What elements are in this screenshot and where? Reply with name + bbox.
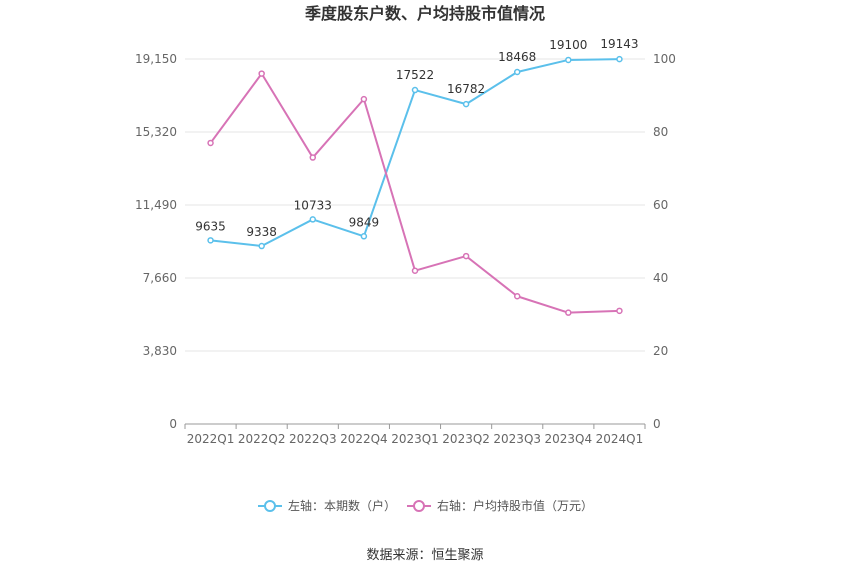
x-axis-tick-label: 2023Q2 bbox=[442, 432, 490, 446]
data-label: 19143 bbox=[600, 37, 638, 51]
data-label: 9849 bbox=[349, 215, 380, 229]
data-point bbox=[565, 309, 572, 316]
data-point bbox=[411, 267, 419, 274]
data-label: 9338 bbox=[246, 225, 277, 239]
left-axis-tick-label: 0 bbox=[169, 417, 177, 431]
data-label: 18468 bbox=[498, 50, 536, 64]
data-label: 16782 bbox=[447, 82, 485, 96]
data-point bbox=[207, 237, 214, 244]
legend-label: 右轴：户均持股市值（万元） bbox=[437, 498, 593, 513]
x-axis-tick-label: 2022Q2 bbox=[238, 432, 286, 446]
right-axis-tick-label: 0 bbox=[653, 417, 661, 431]
grid-lines bbox=[185, 58, 645, 352]
data-point bbox=[462, 252, 470, 260]
legend-marker bbox=[264, 500, 276, 512]
x-axis-tick-label: 2022Q1 bbox=[187, 432, 235, 446]
data-point bbox=[462, 100, 470, 108]
x-axis-tick-label: 2023Q3 bbox=[493, 432, 541, 446]
right-axis-tick-label: 20 bbox=[653, 344, 668, 358]
x-axis-tick-label: 2023Q1 bbox=[391, 432, 439, 446]
left-axis-tick-label: 11,490 bbox=[135, 198, 177, 212]
right-axis-tick-label: 80 bbox=[653, 125, 668, 139]
series-line-avg-value bbox=[209, 72, 620, 314]
data-point bbox=[258, 242, 265, 250]
data-point bbox=[309, 216, 317, 223]
right-axis-tick-label: 60 bbox=[653, 198, 668, 212]
right-axis-tick-label: 40 bbox=[653, 271, 668, 285]
chart-title: 季度股东户数、户均持股市值情况 bbox=[304, 4, 545, 23]
x-axis-tick-label: 2023Q4 bbox=[545, 432, 593, 446]
left-axis-tick-label: 3,830 bbox=[143, 344, 177, 358]
data-label: 10733 bbox=[294, 198, 332, 212]
data-point bbox=[309, 154, 317, 161]
right-axis-tick-label: 100 bbox=[653, 52, 676, 66]
x-axis-tick-label: 2022Q3 bbox=[289, 432, 337, 446]
data-point bbox=[616, 307, 623, 315]
source-note: 数据来源：恒生聚源 bbox=[366, 548, 483, 563]
legend-marker bbox=[413, 500, 425, 512]
data-point bbox=[207, 139, 214, 147]
series-layer: 9635 9338 10733 9849 17522 16782 18468 19100 191… bbox=[195, 37, 639, 316]
data-point bbox=[565, 56, 572, 64]
legend-label: 左轴：本期数（户） bbox=[288, 498, 396, 513]
left-axis-tick-label: 15,320 bbox=[135, 125, 177, 139]
data-point bbox=[616, 55, 623, 63]
data-point bbox=[360, 95, 368, 103]
axes: 0 0 3,830 20 7,660 40 11,490 60 15,320 80 19,150 10… bbox=[135, 52, 676, 446]
data-point bbox=[513, 68, 521, 76]
x-axis-tick-label: 2024Q1 bbox=[596, 432, 644, 446]
left-axis-tick-label: 19,150 bbox=[135, 52, 177, 66]
data-point bbox=[258, 70, 265, 77]
data-point bbox=[360, 233, 368, 240]
x-axis-tick-label: 2022Q4 bbox=[340, 432, 388, 446]
legend: 左轴：本期数（户） 右轴：户均持股市值（万元） bbox=[258, 498, 593, 513]
data-label: 19100 bbox=[549, 38, 587, 52]
left-axis-tick-label: 7,660 bbox=[143, 271, 177, 285]
data-label: 9635 bbox=[195, 219, 226, 233]
data-point bbox=[513, 293, 521, 300]
data-label: 17522 bbox=[396, 68, 434, 82]
data-point bbox=[411, 86, 419, 94]
